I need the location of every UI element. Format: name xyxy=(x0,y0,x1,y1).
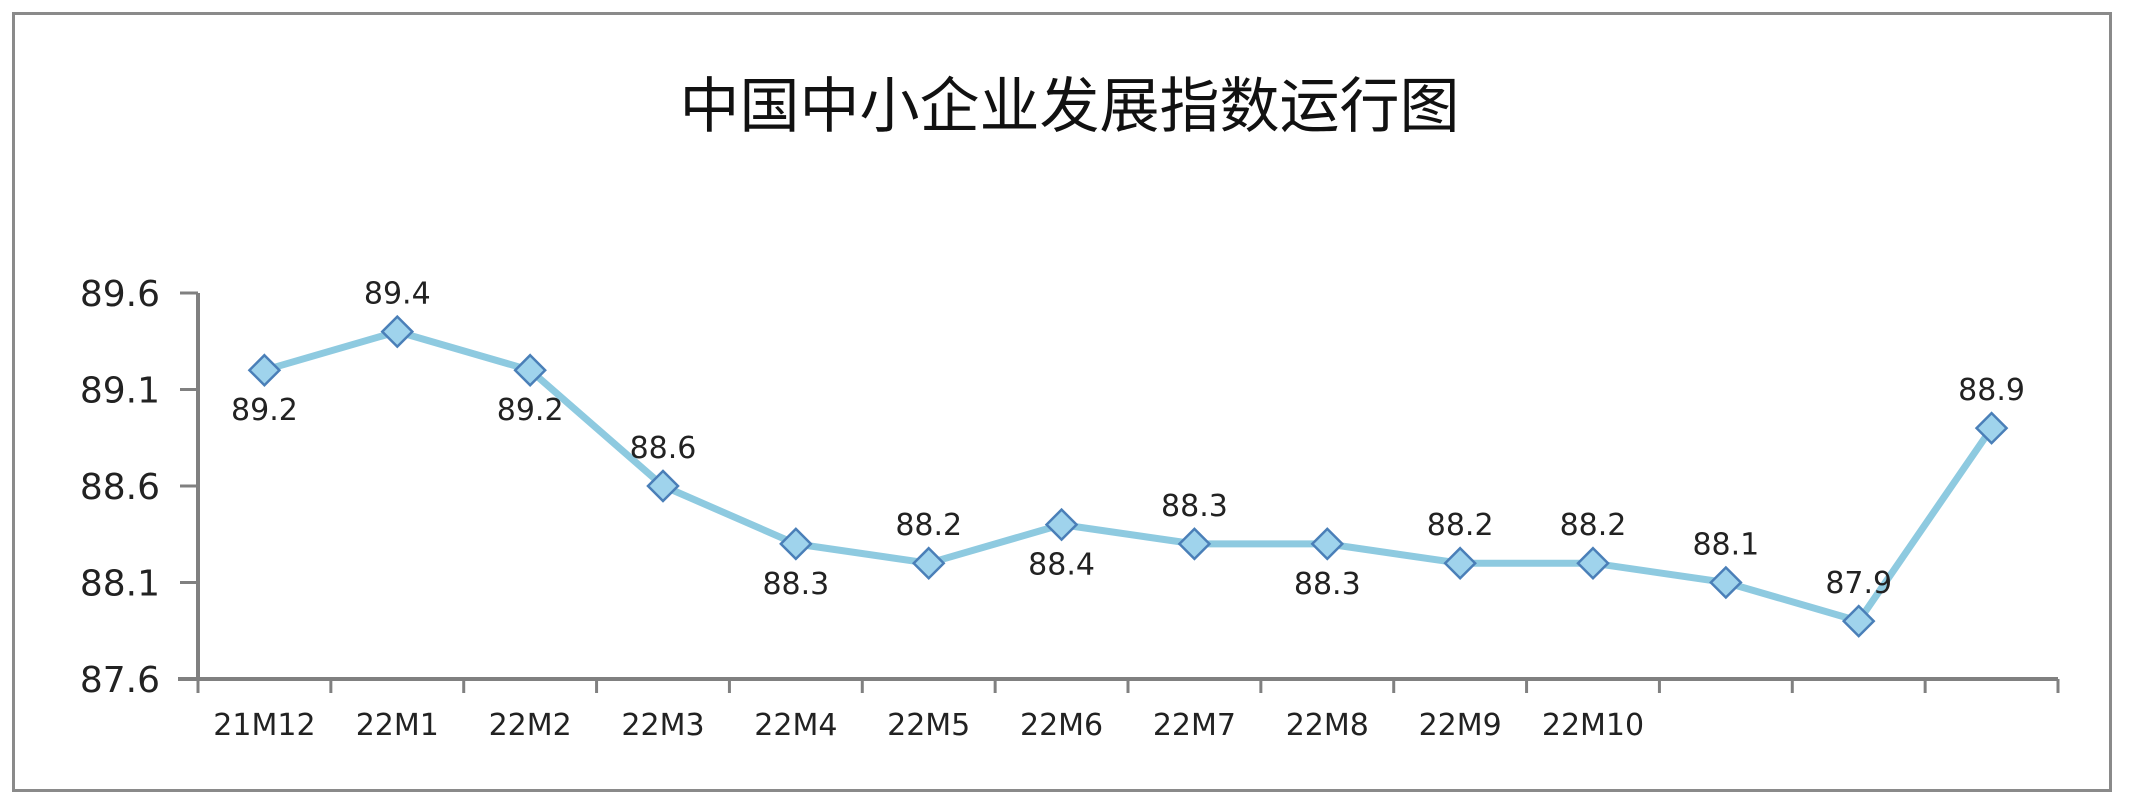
data-point xyxy=(513,353,547,387)
x-tick-label: 22M9 xyxy=(1419,708,1502,743)
data-point xyxy=(380,314,415,349)
data-label: 88.2 xyxy=(1427,508,1494,543)
x-tick-label: 21M12 xyxy=(213,708,315,743)
data-label: 87.9 xyxy=(1825,566,1892,601)
x-tick-label: 22M3 xyxy=(621,708,704,743)
data-label: 89.2 xyxy=(231,393,298,428)
x-tick-label: 22M8 xyxy=(1286,708,1369,743)
data-point xyxy=(247,353,282,387)
data-label: 88.3 xyxy=(762,567,829,602)
data-point xyxy=(1576,546,1610,580)
data-label: 88.9 xyxy=(1958,373,2025,408)
y-tick-label: 88.1 xyxy=(80,564,160,605)
data-point xyxy=(1709,565,1743,600)
data-point xyxy=(1841,604,1876,638)
data-label: 88.4 xyxy=(1028,548,1095,583)
x-tick-label: 22M1 xyxy=(356,708,439,743)
data-point xyxy=(1443,546,1477,580)
data-label: 88.1 xyxy=(1692,528,1759,563)
x-tick-label: 22M7 xyxy=(1153,708,1236,743)
x-tick-label: 22M2 xyxy=(489,708,572,743)
data-point xyxy=(911,546,946,580)
chart-frame xyxy=(12,12,2112,792)
data-label: 89.2 xyxy=(497,393,564,428)
data-label: 88.2 xyxy=(895,508,962,543)
chart-title: 中国中小企业发展指数运行图 xyxy=(679,72,1460,142)
data-label: 88.2 xyxy=(1560,508,1627,543)
data-point xyxy=(779,527,813,561)
data-label: 89.4 xyxy=(364,277,431,312)
x-tick-label: 22M6 xyxy=(1020,708,1103,743)
data-point xyxy=(646,469,680,503)
data-label: 88.6 xyxy=(630,431,697,466)
data-point xyxy=(1974,411,2009,445)
data-point xyxy=(1044,507,1079,542)
data-point xyxy=(1177,527,1212,561)
x-tick-label: 22M5 xyxy=(887,708,970,743)
data-label: 88.3 xyxy=(1161,489,1228,524)
y-tick-label: 89.6 xyxy=(80,274,160,315)
data-point xyxy=(1310,527,1345,561)
y-tick-label: 88.6 xyxy=(80,467,160,508)
x-tick-label: 22M4 xyxy=(754,708,837,743)
y-tick-label: 89.1 xyxy=(80,371,160,412)
y-tick-label: 87.6 xyxy=(80,660,160,701)
data-label: 88.3 xyxy=(1294,567,1361,602)
series-line xyxy=(263,328,1995,625)
x-tick-label: 22M10 xyxy=(1542,708,1644,743)
